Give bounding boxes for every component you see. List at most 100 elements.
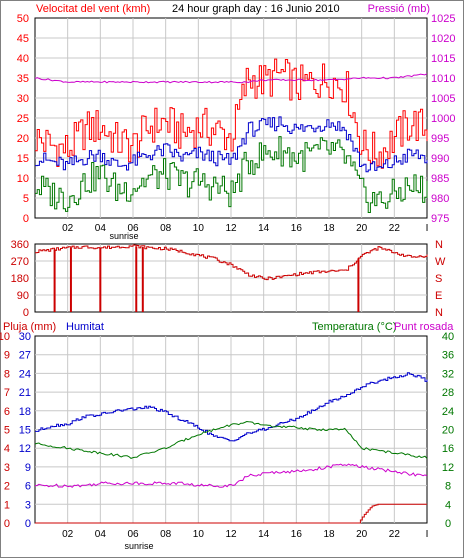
pressure-y-tick-label: 1015 xyxy=(431,53,455,65)
rain-y-tick-label: 8 xyxy=(4,368,10,380)
temperature-y-tick-label: 4 xyxy=(445,499,451,511)
pressure-axis-label: Pressió (mb) xyxy=(368,3,430,15)
compass-y-tick-label: S xyxy=(435,273,442,285)
rain-y-tick-label: 3 xyxy=(4,462,10,474)
x-tick-label: 08 xyxy=(160,529,172,540)
average-line xyxy=(35,116,428,173)
x-tick-label: 16 xyxy=(291,529,303,540)
temperature-y-tick-label: 24 xyxy=(442,406,454,418)
pressure-y-tick-label: 1025 xyxy=(431,13,455,25)
wind-y-tick-label: 45 xyxy=(17,33,29,45)
pressure-y-tick-label: 990 xyxy=(431,153,449,165)
x-tick-label: 22 xyxy=(389,223,401,234)
pressure-y-tick-label: 1020 xyxy=(431,33,455,45)
temperature-y-tick-label: 16 xyxy=(442,443,454,455)
x-tick-label: 16 xyxy=(291,223,303,234)
wind-series xyxy=(34,58,428,213)
wind-y-tick-label: 15 xyxy=(17,153,29,165)
temperature-y-tick-label: 36 xyxy=(442,350,454,362)
humidity-y-tick-label: 15 xyxy=(19,425,31,437)
temperature-y-tick-label: 0 xyxy=(445,518,451,530)
rain-line xyxy=(35,503,427,524)
rain-y-tick-label: 0 xyxy=(4,518,10,530)
humidity-y-tick-label: 18 xyxy=(19,406,31,418)
direction-y-tick-label: 90 xyxy=(17,290,29,302)
humidity-line xyxy=(35,372,428,442)
pressure-y-tick-label: 1005 xyxy=(431,93,455,105)
x-tick-label: 22 xyxy=(389,529,401,540)
x-end-marker: I xyxy=(426,529,429,540)
dewpoint-line xyxy=(35,463,428,488)
pressure-y-tick-label: 975 xyxy=(431,213,449,225)
sunrise-label-bottom: sunrise xyxy=(124,541,153,551)
wind-y-tick-label: 0 xyxy=(23,213,29,225)
x-tick-label: 18 xyxy=(323,223,335,234)
temperature-line xyxy=(34,420,428,459)
direction-y-tick-label: 360 xyxy=(11,239,29,251)
x-tick-label: 14 xyxy=(258,223,270,234)
temperature-y-tick-label: 20 xyxy=(442,425,454,437)
sunrise-label-top: sunrise xyxy=(109,231,138,241)
humidity-y-tick-label: 6 xyxy=(25,481,31,493)
pressure-y-tick-label: 985 xyxy=(431,173,449,185)
x-tick-label: 02 xyxy=(62,223,74,234)
x-tick-label: 12 xyxy=(225,529,237,540)
rain-y-tick-label: 2 xyxy=(4,481,10,493)
x-tick-label: 02 xyxy=(62,529,74,540)
x-tick-label: 06 xyxy=(127,223,139,234)
pressure-y-tick-label: 1000 xyxy=(431,113,455,125)
x-tick-label: 18 xyxy=(323,529,335,540)
humidity-y-tick-label: 24 xyxy=(19,368,31,380)
wind-y-tick-label: 25 xyxy=(17,113,29,125)
wind-y-tick-label: 35 xyxy=(17,73,29,85)
compass-y-tick-label: N xyxy=(435,239,443,251)
rain-y-tick-label: 5 xyxy=(4,425,10,437)
wind-y-tick-label: 30 xyxy=(17,93,29,105)
climate-x-ticks: 02 04 06 08 10 12 14 16 18 20 22 I xyxy=(62,529,428,540)
x-tick-label: 14 xyxy=(258,529,270,540)
x-tick-label: 08 xyxy=(160,223,172,234)
gust-line xyxy=(35,58,428,169)
rain-y-tick-label: 6 xyxy=(4,406,10,418)
rain-y-tick-label: 10 xyxy=(0,331,10,343)
x-tick-label: 20 xyxy=(356,223,368,234)
humidity-y-tick-label: 27 xyxy=(19,350,31,362)
wind-pressure-panel: Velocitat del vent (kmh) 24 hour graph d… xyxy=(17,3,456,241)
humidity-y-tick-label: 9 xyxy=(25,462,31,474)
wind-y-tick-label: 10 xyxy=(17,173,29,185)
direction-series xyxy=(35,244,428,312)
humidity-y-ticks: 0 3 6 9 12 15 18 21 24 27 30 xyxy=(19,331,31,530)
x-tick-label: 12 xyxy=(225,223,237,234)
rain-y-tick-label: 9 xyxy=(4,350,10,362)
x-tick-label: 06 xyxy=(127,529,139,540)
temperature-y-tick-label: 32 xyxy=(442,368,454,380)
humidity-axis-label: Humitat xyxy=(66,321,104,333)
x-end-marker: I xyxy=(426,223,429,234)
direction-y-tick-label: 0 xyxy=(23,307,29,319)
humidity-y-tick-label: 21 xyxy=(19,387,31,399)
wind-y-tick-label: 40 xyxy=(17,53,29,65)
direction-y-tick-label: 180 xyxy=(11,273,29,285)
rain-humidity-temp-panel: Pluja (mm) Humitat Temperatura (°C) Punt… xyxy=(0,321,454,551)
compass-y-tick-label: W xyxy=(435,256,446,268)
humidity-y-tick-label: 0 xyxy=(25,518,31,530)
wind-y-tick-label: 5 xyxy=(23,193,29,205)
rain-y-tick-label: 7 xyxy=(4,387,10,399)
wind-x-ticks: 02 04 06 08 10 12 14 16 18 20 22 I xyxy=(62,223,428,234)
pressure-y-ticks: 975 980 985 990 995 1000 1005 1010 1015 1020 1025 xyxy=(431,13,455,225)
temperature-y-tick-label: 12 xyxy=(442,462,454,474)
wind-y-tick-label: 20 xyxy=(17,133,29,145)
rain-y-tick-label: 4 xyxy=(4,443,10,455)
climate-gridlines xyxy=(35,336,427,523)
rain-axis-label: Pluja (mm) xyxy=(3,321,56,333)
compass-y-tick-label: E xyxy=(435,290,442,302)
x-tick-label: 20 xyxy=(356,529,368,540)
temperature-y-tick-label: 8 xyxy=(445,481,451,493)
humidity-y-tick-label: 3 xyxy=(25,499,31,511)
temperature-axis-label: Temperatura (°C) xyxy=(312,321,396,333)
pressure-y-tick-label: 1010 xyxy=(431,73,455,85)
x-tick-label: 04 xyxy=(95,529,107,540)
